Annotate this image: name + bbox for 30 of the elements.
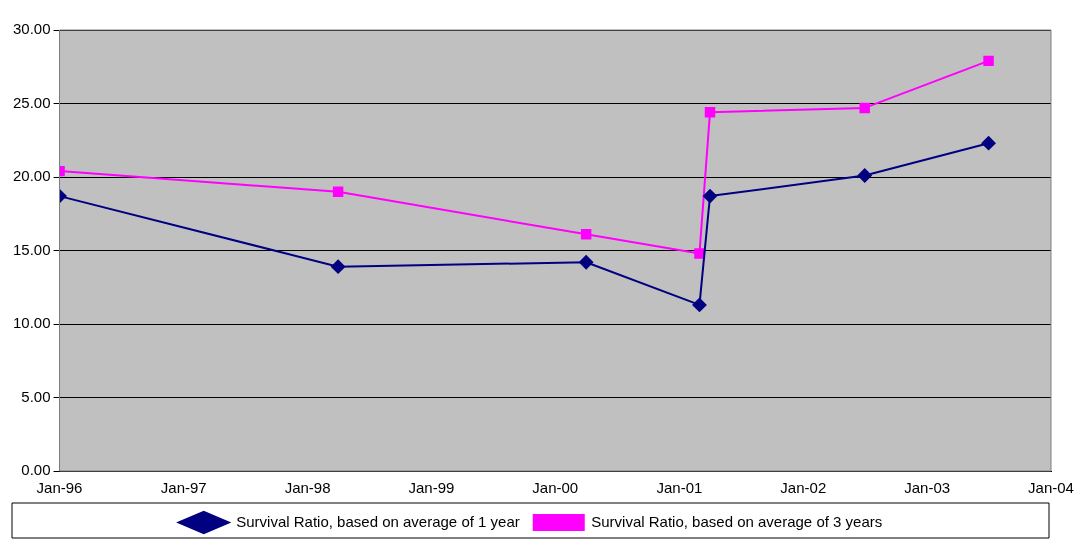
x-tick-label: Jan-02 [780, 479, 827, 497]
point [579, 255, 594, 270]
x-tick-label: Jan-97 [160, 479, 207, 497]
x-tick-label: Jan-99 [408, 479, 455, 497]
y-tick-label: 10.00 [12, 314, 51, 332]
point [983, 55, 994, 67]
y-tick-label: 5.00 [21, 387, 51, 405]
y-tick-label: 0.00 [21, 461, 51, 479]
point [704, 107, 716, 118]
x-tick-label: Jan-04 [1028, 479, 1074, 497]
point [694, 248, 705, 259]
x-tick-label: Jan-00 [532, 479, 579, 497]
y-tick-label: 25.00 [12, 93, 51, 111]
x-tick-label: Jan-01 [656, 479, 703, 497]
point [692, 297, 707, 312]
y-tick-label: 20.00 [12, 167, 51, 185]
point [981, 136, 996, 151]
point [332, 186, 344, 197]
legend-label: Survival Ratio, based on average of 3 years [591, 512, 883, 530]
point [857, 168, 872, 183]
point [859, 102, 870, 114]
point [580, 229, 592, 240]
point [331, 259, 346, 274]
y-tick-label: 15.00 [12, 240, 51, 258]
x-tick-label: Jan-96 [36, 479, 83, 497]
y-tick-label: 30.00 [12, 20, 51, 38]
point [702, 189, 717, 204]
x-tick-label: Jan-03 [904, 479, 951, 497]
legend-label: Survival Ratio, based on average of 1 year [236, 512, 520, 530]
x-tick-label: Jan-98 [284, 479, 331, 497]
